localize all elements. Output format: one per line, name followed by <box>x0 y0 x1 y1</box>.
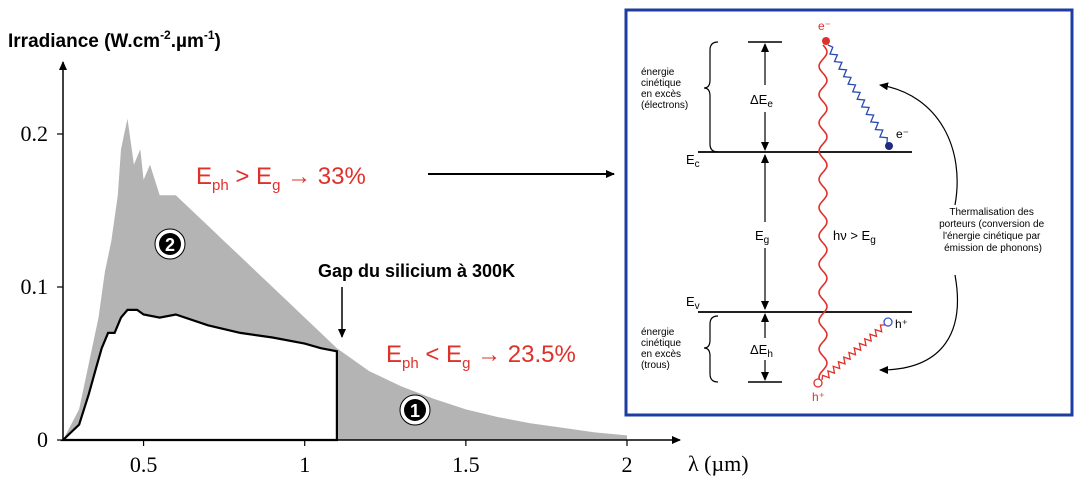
region-1-number: 1 <box>410 401 420 421</box>
hole-bottom-dot <box>813 378 823 388</box>
x-axis-title: λ (µm) <box>688 451 749 476</box>
hole-top-dot <box>883 317 893 327</box>
spectrum-chart: 0 0.1 0.2 0.5 1 1.5 2 Irradiance (W.cm-2.µm-1… <box>8 28 749 477</box>
region-2-number: 2 <box>165 235 175 255</box>
thermalisation-arrow-top <box>879 82 958 206</box>
region-1-badge-inner <box>404 399 426 421</box>
kinetic-electrons-text: énergie cinétique en excès (électrons) <box>641 67 688 111</box>
hole-brace <box>703 315 719 383</box>
silicon-usable-area <box>60 308 338 442</box>
y-tick-label: 0 <box>37 427 48 452</box>
hole-bottom-label: h⁺ <box>812 390 825 404</box>
y-axis-title: Irradiance (W.cm-2.µm-1) <box>8 28 221 52</box>
delta-eh-label: ΔEh <box>750 342 773 360</box>
thermalisation-text: Thermalisation des porteurs (conversion … <box>939 207 1047 254</box>
band-diagram: Ec Ev ΔEe Eg ΔEh énergie cinétique en ex… <box>624 8 1074 417</box>
electron-top-label: e⁻ <box>818 19 831 33</box>
electron-bottom-label: e⁻ <box>896 127 909 141</box>
y-axis-ticks: 0 0.1 0.2 <box>21 121 63 452</box>
kinetic-holes-text: énergie cinétique en excès (trous) <box>641 327 684 371</box>
electron-relaxation-wave <box>827 44 888 144</box>
hole-top-label: h⁺ <box>895 317 908 331</box>
x-tick-label: 0.5 <box>130 452 158 477</box>
hole-relaxation-wave <box>821 324 885 381</box>
photon-label: hν > Eg <box>833 228 876 246</box>
electron-bottom-dot <box>885 142 893 150</box>
x-tick-label: 1 <box>299 452 310 477</box>
y-tick-label: 0.2 <box>21 121 49 146</box>
gap-label: Gap du silicium à 300K <box>318 261 515 281</box>
label-eph-less: Eph < Eg → 23.5% <box>386 341 576 372</box>
x-tick-label: 2 <box>622 452 633 477</box>
region-2-badge-inner <box>159 233 181 255</box>
electron-brace <box>703 41 719 153</box>
x-tick-label: 1.5 <box>452 452 480 477</box>
y-tick-label: 0.1 <box>21 274 49 299</box>
label-eph-greater: Eph > Eg → 33% <box>196 163 366 194</box>
photon-wave <box>818 44 828 380</box>
thermalisation-arrow-bottom <box>879 274 959 374</box>
electron-top-dot <box>822 37 830 45</box>
x-axis-ticks: 0.5 1 1.5 2 <box>130 440 633 477</box>
